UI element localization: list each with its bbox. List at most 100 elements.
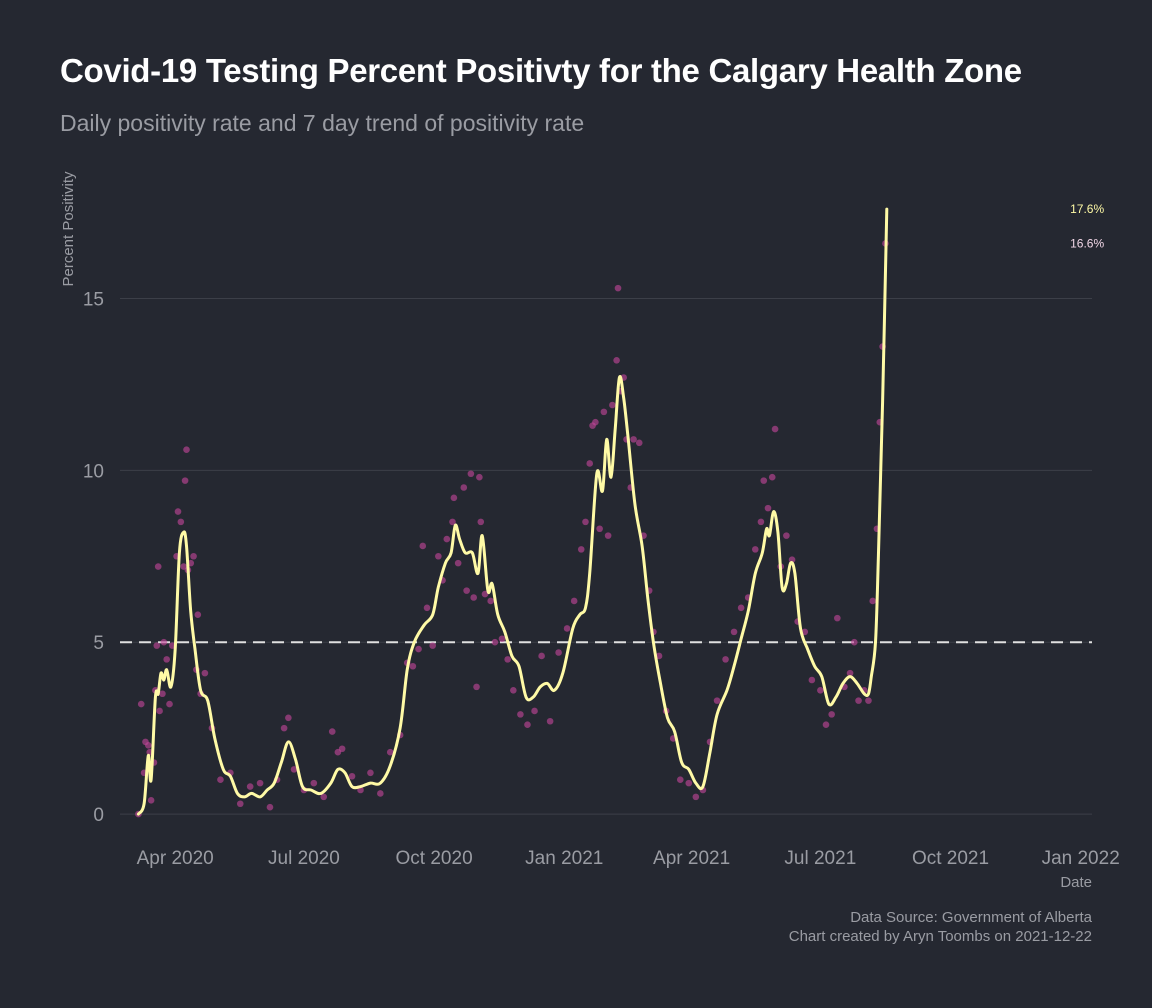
- end-label: 16.6%: [1070, 236, 1104, 250]
- daily-point: [194, 611, 202, 618]
- daily-point: [524, 721, 531, 728]
- daily-point: [555, 649, 562, 656]
- daily-point: [415, 645, 422, 653]
- daily-point: [582, 518, 589, 526]
- caption-credit: Chart created by Aryn Toombs on 2021-12-…: [788, 928, 1092, 945]
- daily-point: [154, 563, 162, 570]
- daily-point: [764, 504, 772, 512]
- daily-point: [477, 518, 485, 526]
- daily-point: [828, 711, 835, 718]
- daily-point: [570, 597, 578, 605]
- daily-point: [419, 542, 427, 550]
- daily-point: [851, 638, 858, 646]
- daily-point: [163, 656, 170, 663]
- daily-point: [460, 484, 468, 491]
- daily-point: [600, 408, 608, 416]
- daily-point: [423, 604, 431, 612]
- daily-point: [592, 418, 599, 426]
- caption-source: Data Source: Government of Alberta: [850, 909, 1092, 926]
- x-tick-label: Apr 2020: [137, 848, 214, 869]
- daily-point: [596, 525, 603, 533]
- daily-point: [377, 790, 384, 797]
- daily-point: [156, 707, 163, 715]
- daily-point: [190, 552, 197, 560]
- daily-point: [869, 597, 876, 605]
- x-tick-label: Oct 2021: [912, 848, 989, 869]
- chart-caption: Data Source: Government of Alberta Chart…: [789, 908, 1092, 946]
- daily-point: [822, 721, 830, 728]
- x-axis: Apr 2020 Jul 2020 Oct 2020 Jan 2021 Apr 2021…: [137, 848, 1120, 869]
- x-tick-label: Oct 2020: [396, 848, 473, 869]
- daily-point: [546, 717, 554, 725]
- daily-point: [771, 425, 779, 433]
- daily-point: [504, 656, 511, 663]
- daily-point: [491, 638, 499, 646]
- daily-point: [160, 638, 168, 646]
- daily-point: [713, 697, 721, 704]
- daily-point: [808, 676, 816, 684]
- daily-point: [159, 690, 166, 698]
- daily-point: [470, 594, 478, 601]
- daily-point: [487, 597, 494, 605]
- daily-point: [563, 625, 571, 632]
- x-tick-label: Jul 2021: [784, 848, 856, 869]
- daily-point: [348, 772, 356, 780]
- daily-point: [409, 662, 417, 670]
- daily-point: [768, 473, 776, 481]
- y-tick-label: 10: [83, 461, 104, 482]
- y-axis: 0 5 10 15: [83, 289, 104, 826]
- daily-point: [577, 546, 585, 553]
- gridlines: [120, 297, 1092, 815]
- y-tick-label: 15: [83, 289, 104, 310]
- daily-point: [386, 748, 394, 756]
- daily-point: [846, 669, 854, 677]
- daily-point: [280, 724, 288, 732]
- daily-point: [834, 614, 841, 622]
- daily-point: [476, 473, 483, 481]
- x-tick-label: Jan 2021: [525, 848, 603, 869]
- daily-point: [817, 687, 824, 694]
- daily-point: [367, 769, 374, 777]
- daily-point: [609, 401, 616, 409]
- daily-point: [538, 652, 545, 660]
- daily-point: [685, 779, 693, 787]
- daily-point: [246, 783, 254, 790]
- daily-point: [450, 494, 458, 502]
- daily-point: [454, 559, 462, 567]
- y-tick-label: 0: [93, 805, 104, 826]
- daily-point: [604, 532, 612, 539]
- daily-point: [144, 742, 152, 749]
- daily-point: [463, 587, 470, 594]
- daily-point: [290, 766, 298, 773]
- daily-point: [751, 546, 759, 553]
- daily-point: [320, 793, 328, 801]
- daily-point: [737, 604, 745, 612]
- daily-point: [174, 508, 182, 515]
- daily-point: [201, 669, 209, 677]
- daily-point: [166, 700, 173, 708]
- daily-point: [177, 518, 185, 526]
- daily-point: [181, 477, 189, 484]
- daily-point: [435, 552, 442, 560]
- daily-point: [613, 357, 620, 364]
- daily-point: [692, 793, 700, 801]
- daily-point: [722, 656, 729, 663]
- chart-subtitle: Daily positivity rate and 7 day trend of…: [60, 110, 585, 136]
- x-tick-label: Apr 2021: [653, 848, 730, 869]
- daily-point: [586, 460, 594, 467]
- daily-point: [217, 776, 224, 783]
- daily-point: [760, 477, 768, 484]
- daily-point: [498, 635, 506, 643]
- daily-point: [266, 803, 274, 811]
- daily-point: [449, 518, 456, 526]
- y-axis-title: Percent Positivity: [60, 171, 77, 287]
- daily-point: [467, 470, 475, 478]
- daily-point: [517, 711, 524, 718]
- x-axis-title: Date: [1060, 874, 1092, 891]
- daily-point: [256, 779, 264, 787]
- x-tick-label: Jul 2020: [268, 848, 340, 869]
- daily-point: [137, 700, 145, 708]
- daily-points: [135, 240, 889, 818]
- x-tick-label: Jan 2022: [1042, 848, 1120, 869]
